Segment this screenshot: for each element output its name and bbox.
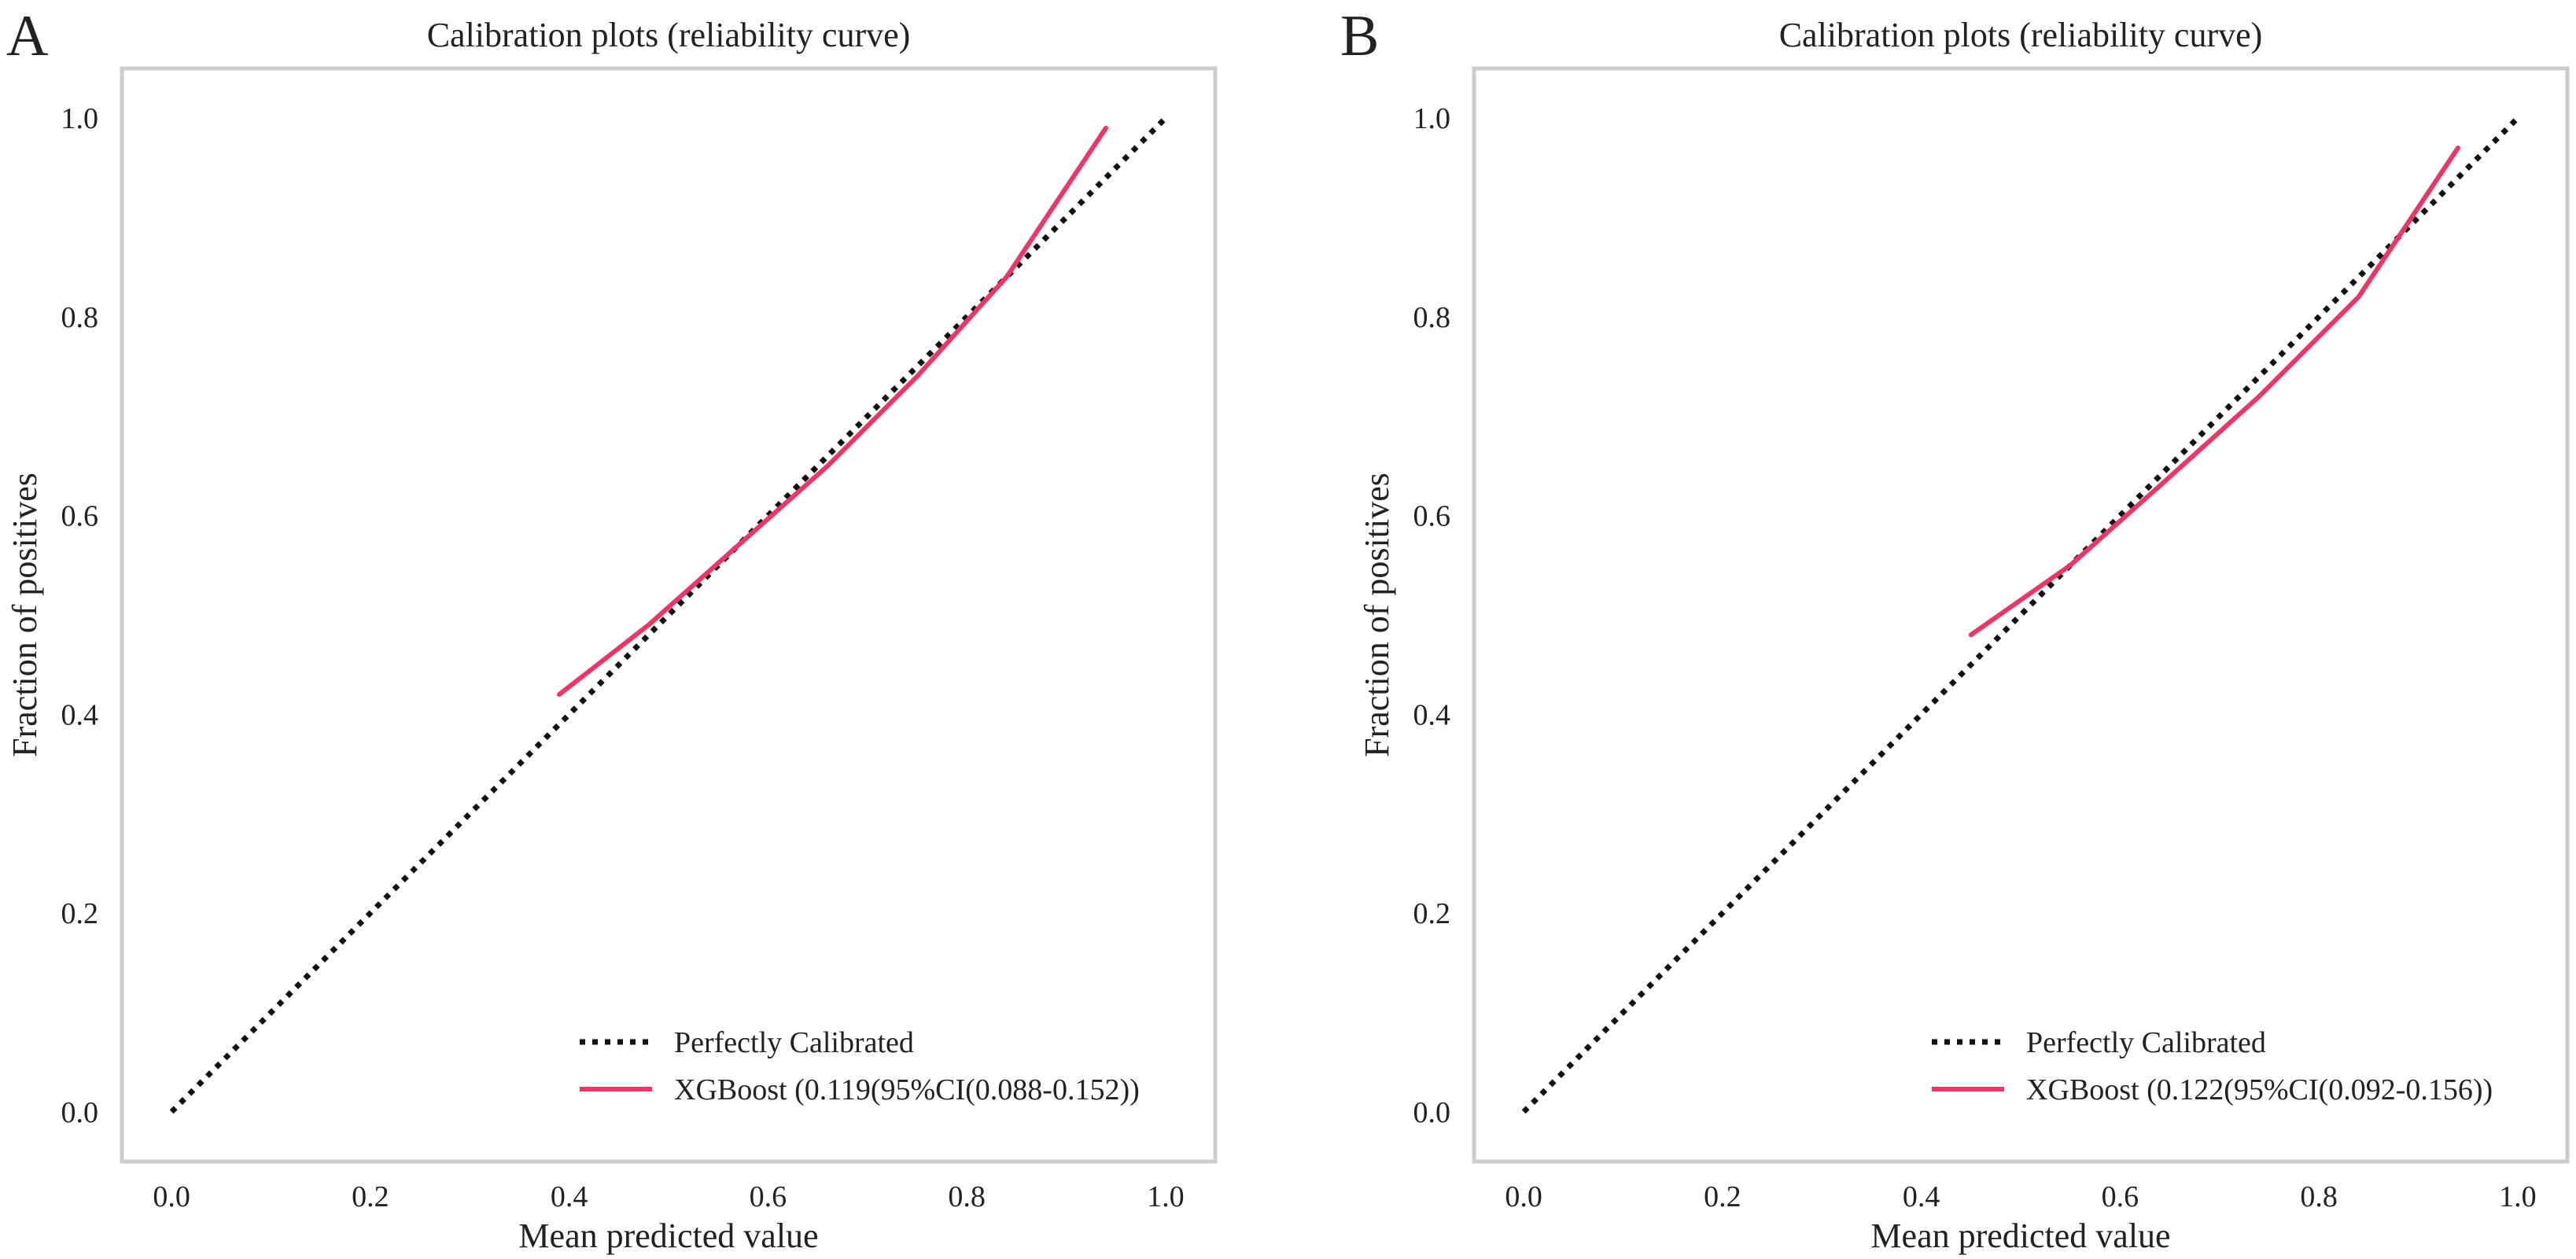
- y-tick-label: 0.8: [1413, 301, 1451, 334]
- y-tick-label: 0.6: [61, 500, 99, 533]
- y-tick-label: 0.2: [1413, 897, 1451, 930]
- y-tick-label: 0.8: [61, 301, 99, 334]
- x-tick-label: 1.0: [1147, 1180, 1185, 1213]
- y-tick-label: 1.0: [1413, 102, 1451, 135]
- xgboost-calibration-line: [557, 125, 1108, 698]
- y-axis-label: Fraction of positives: [1358, 473, 1396, 757]
- panel-a: A Calibration plots (reliability curve) 0.…: [6, 4, 1218, 1255]
- panel-b: B Calibration plots (reliability curve) 0.…: [1340, 4, 2570, 1255]
- x-tick-label: 0.4: [551, 1180, 588, 1213]
- panel-letter: A: [6, 4, 48, 68]
- x-tick-label: 0.8: [948, 1180, 986, 1213]
- y-tick-label: 0.6: [1413, 500, 1451, 533]
- x-tick-label: 0.8: [2300, 1180, 2338, 1213]
- x-axis-label: Mean predicted value: [1870, 1217, 2170, 1255]
- x-tick-label: 0.0: [153, 1180, 190, 1213]
- y-axis-label: Fraction of positives: [6, 473, 44, 757]
- x-tick-label: 0.2: [352, 1180, 389, 1213]
- perfectly-calibrated-line: [169, 116, 1168, 1114]
- y-tick-label: 0.0: [61, 1096, 99, 1129]
- y-tick-label: 0.4: [1413, 698, 1451, 731]
- x-axis-label: Mean predicted value: [518, 1217, 818, 1255]
- x-tick-label: 0.6: [750, 1180, 787, 1213]
- y-tick-label: 0.2: [61, 897, 99, 930]
- legend-entry-label: XGBoost (0.122(95%CI(0.092-0.156)): [2026, 1073, 2493, 1106]
- x-tick-label: 0.0: [1505, 1180, 1542, 1213]
- xgboost-calibration-line: [1968, 145, 2460, 638]
- y-tick-label: 1.0: [61, 102, 99, 135]
- y-tick-label: 0.4: [61, 698, 99, 731]
- legend-entry-label: Perfectly Calibrated: [674, 1026, 914, 1059]
- chart-title: Calibration plots (reliability curve): [427, 16, 911, 54]
- x-tick-label: 0.6: [2102, 1180, 2139, 1213]
- panel-letter: B: [1340, 4, 1379, 68]
- plot-frame: [1472, 66, 2570, 1164]
- x-tick-label: 0.4: [1903, 1180, 1940, 1213]
- y-tick-label: 0.0: [1413, 1096, 1451, 1129]
- legend-entry-label: Perfectly Calibrated: [2026, 1026, 2266, 1059]
- x-tick-label: 0.2: [1704, 1180, 1741, 1213]
- perfectly-calibrated-line: [1521, 116, 2520, 1114]
- legend-entry-label: XGBoost (0.119(95%CI(0.088-0.152)): [674, 1073, 1140, 1106]
- plot-frame: [120, 66, 1218, 1164]
- x-tick-label: 1.0: [2499, 1180, 2537, 1213]
- chart-title: Calibration plots (reliability curve): [1779, 16, 2263, 54]
